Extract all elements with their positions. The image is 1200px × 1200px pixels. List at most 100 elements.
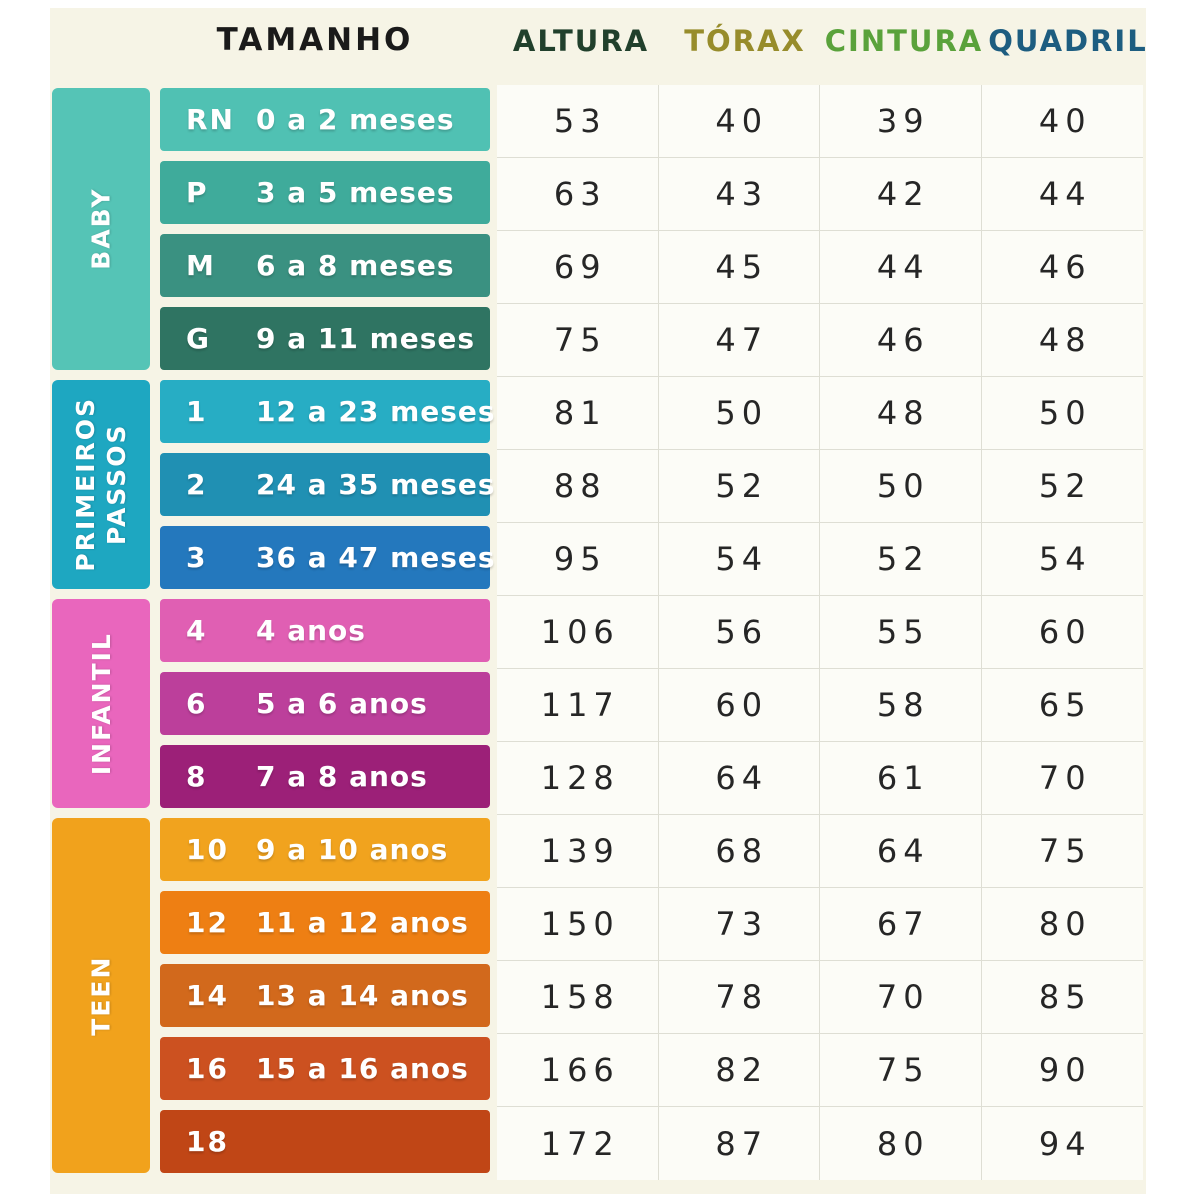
column-header-3: QUADRIL [988,24,1148,58]
size-row-rn: RN 0 a 2 meses [160,88,490,151]
size-code: 16 [186,1052,229,1085]
measurement-cell: 64 [658,742,820,815]
measurement-cell: 78 [658,961,820,1034]
measurement-cell: 40 [981,85,1143,158]
size-row-3: 3 36 a 47 meses [160,526,495,589]
size-row-p: P 3 a 5 meses [160,161,490,224]
age-range: 3 a 5 meses [256,176,455,209]
group-sidebar-primeiros-passos: PRIMEIROS PASSOS [52,380,150,589]
measurements-grid: 53 40 39 40 63 43 42 44 69 45 44 46 75 47 46 48 81 50 48 50… [497,85,1143,1180]
age-range: 12 a 23 meses [256,395,496,428]
group-sidebar-teen: TEEN [52,818,150,1173]
size-code: 4 [186,614,208,647]
group-sidebar-label: BABY [85,188,116,270]
measurement-cell: 88 [497,450,659,523]
size-row-8: 8 7 a 8 anos [160,745,490,808]
size-row-18: 18 [160,1110,490,1173]
size-code: G [186,322,211,355]
size-code: 6 [186,687,208,720]
group-sidebar-label-line: BABY [86,187,116,271]
measurement-cell: 52 [981,450,1143,523]
age-range: 0 a 2 meses [256,103,455,136]
size-code: 8 [186,760,208,793]
measurement-cell: 45 [658,231,820,304]
size-code: RN [186,103,235,136]
measurement-cell: 48 [820,377,982,450]
measurement-cell: 42 [820,158,982,231]
group-sidebar-label-line: INFANTIL [86,632,116,775]
measurement-cell: 67 [820,888,982,961]
measurement-cell: 94 [1038,1124,1092,1163]
group-sidebar-label: TEEN [85,955,116,1035]
size-row-6: 6 5 a 6 anos [160,672,490,735]
measurement-cell: 117 [497,669,659,742]
size-code: 2 [186,468,208,501]
measurement-cell: 44 [981,158,1143,231]
size-code: 12 [186,906,229,939]
measurement-cell: 46 [820,304,982,377]
measurement-cell: 56 [658,596,820,669]
measurement-cell: 54 [981,523,1143,596]
measurement-cell: 158 [497,961,659,1034]
measurement-cell: 70 [820,961,982,1034]
measurement-cell: 53 [497,85,659,158]
measurement-cell: 85 [981,961,1143,1034]
measurement-cell: 61 [820,742,982,815]
size-code: P [186,176,209,209]
measurement-cell: 60 [658,669,820,742]
group-sidebar-infantil: INFANTIL [52,599,150,808]
size-code: 14 [186,979,229,1012]
measurement-cell: 52 [658,450,820,523]
group-sidebar-baby: BABY [52,88,150,370]
measurement-cell: 75 [497,304,659,377]
measurement-cell: 65 [981,669,1143,742]
measurement-cell: 81 [497,377,659,450]
measurement-cell: 63 [497,158,659,231]
measurement-cell: 43 [658,158,820,231]
measurement-cell: 82 [658,1034,820,1107]
measurement-cell: 166 [497,1034,659,1107]
size-code: M [186,249,216,282]
age-range: 4 anos [256,614,366,647]
measurement-cell: 90 [981,1034,1143,1107]
age-range: 15 a 16 anos [256,1052,469,1085]
size-row-10: 10 9 a 10 anos [160,818,490,881]
measurement-cell: 75 [820,1034,982,1107]
group-sidebar-label-line: PASSOS [102,423,132,546]
measurement-cell: 52 [820,523,982,596]
size-row-16: 16 15 a 16 anos [160,1037,490,1100]
size-row-2: 2 24 a 35 meses [160,453,495,516]
size-row-1: 1 12 a 23 meses [160,380,495,443]
column-header-1: TÓRAX [684,24,806,58]
age-range: 9 a 10 anos [256,833,449,866]
measurement-cell: 80 [981,888,1143,961]
measurement-cell: 70 [981,742,1143,815]
age-range: 13 a 14 anos [256,979,469,1012]
group-sidebar-label-line: TEEN [86,955,116,1036]
measurement-cell: 80 [820,1107,982,1180]
size-code: 3 [186,541,208,574]
measurement-cell: 172 [497,1107,659,1180]
age-range: 7 a 8 anos [256,760,428,793]
age-range: 36 a 47 meses [256,541,496,574]
column-header-2: CINTURA [824,24,984,58]
measurement-cell: 54 [658,523,820,596]
size-row-4: 4 4 anos [160,599,490,662]
measurement-cell: 39 [820,85,982,158]
measurement-cell: 60 [981,596,1143,669]
group-sidebar-label: INFANTIL [85,632,116,775]
measurement-cell: 150 [497,888,659,961]
age-range: 24 a 35 meses [256,468,496,501]
measurement-cell: 50 [981,377,1143,450]
measurement-cell: 48 [981,304,1143,377]
column-header-tamanho: TAMANHO [216,22,414,58]
measurement-cell: 73 [658,888,820,961]
size-row-g: G 9 a 11 meses [160,307,490,370]
measurement-cell: 40 [658,85,820,158]
measurement-cell: 68 [658,815,820,888]
group-sidebar-label-line: PRIMEIROS [70,397,100,572]
size-row-14: 14 13 a 14 anos [160,964,490,1027]
measurement-cell: 46 [981,231,1143,304]
measurement-cell: 64 [820,815,982,888]
